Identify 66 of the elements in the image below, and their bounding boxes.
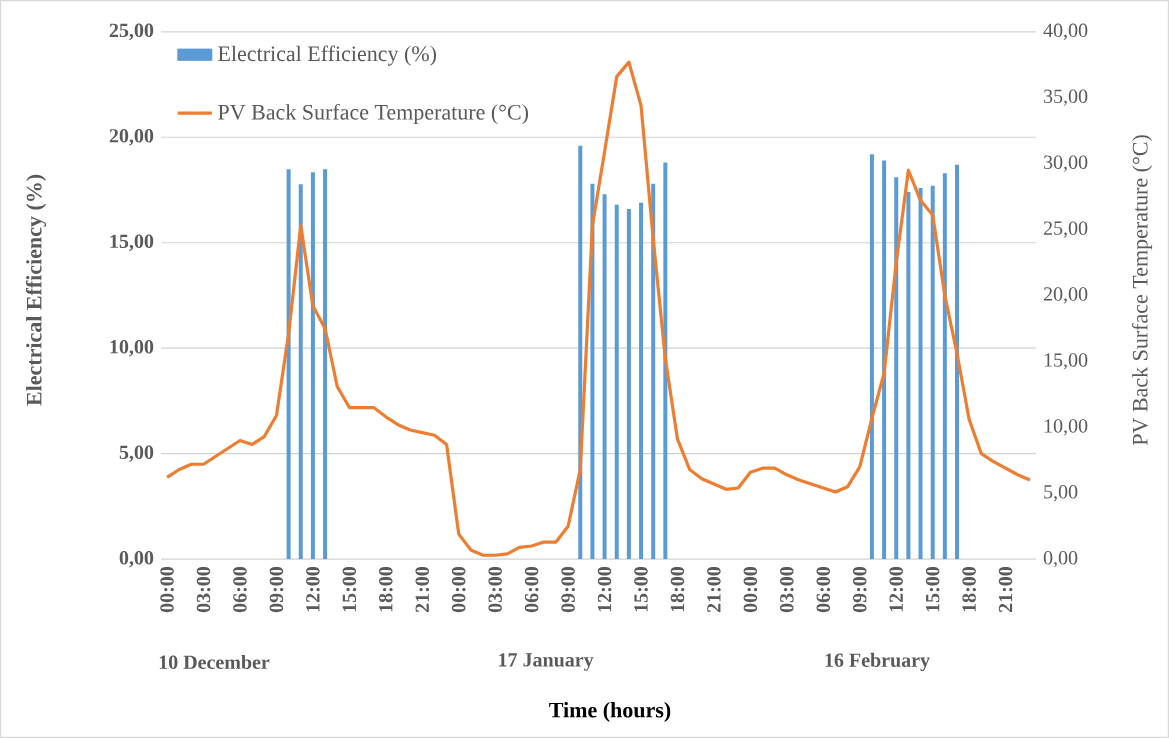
x-tick-label: 15:00	[925, 567, 940, 612]
y2-axis-title: PV Back Surface Temperature (°C)	[1131, 135, 1153, 446]
y2-tick-label: 15,00	[1044, 353, 1088, 370]
bar	[869, 154, 874, 560]
bar	[906, 192, 911, 560]
x-tick-label: 06:00	[524, 567, 539, 613]
bar	[639, 202, 644, 560]
x-tick-label: 21:00	[998, 567, 1013, 613]
x-tick-label: 00:00	[743, 567, 758, 613]
bar	[663, 162, 668, 560]
x-tick-label: 00:00	[160, 567, 174, 613]
bar	[930, 185, 935, 560]
y-tick-label: 25,00	[109, 23, 154, 40]
x-tick-label: 09:00	[852, 567, 867, 613]
bar	[626, 209, 631, 560]
y2-tick-label: 5,00	[1044, 485, 1078, 502]
text: 16 February	[825, 652, 930, 672]
x-tick-label: 18:00	[670, 567, 685, 612]
y-tick-label: 15,00	[110, 234, 154, 251]
y-tick-label: 0,00	[119, 550, 154, 568]
x-tick-label: 03:00	[780, 567, 794, 613]
bar	[882, 160, 887, 560]
x-tick-label: 03:00	[196, 567, 211, 613]
y-tick-label: 20,00	[109, 129, 154, 146]
bar	[894, 177, 899, 560]
bar	[323, 169, 328, 560]
x-tick-label: 21:00	[415, 567, 430, 613]
bar	[298, 184, 303, 560]
x-tick-label: 06:00	[233, 567, 247, 613]
text: 10 December	[159, 654, 270, 670]
y2-tick-label: 40,00	[1043, 23, 1088, 40]
x-tick-label: 12:00	[597, 567, 612, 612]
x-tick-label: 12:00	[306, 567, 320, 612]
y2-tick-label: 25,00	[1043, 221, 1088, 238]
bar	[310, 172, 315, 560]
x-tick-label: 03:00	[488, 567, 502, 613]
bar	[614, 204, 619, 560]
x-tick-label: 12:00	[889, 567, 904, 612]
x-tick-label: 15:00	[634, 567, 648, 612]
bar	[918, 187, 923, 560]
bar	[942, 173, 947, 560]
x-tick-label: 18:00	[962, 567, 976, 612]
x-tick-label: 15:00	[342, 567, 357, 612]
x-tick-label: 09:00	[269, 567, 284, 613]
legend-label: Electrical Efficiency (%)	[218, 45, 437, 66]
y2-tick-label: 10,00	[1044, 419, 1088, 436]
y2-tick-label: 35,00	[1044, 89, 1088, 106]
x-axis-title: Time (hours)	[549, 702, 671, 722]
x-tick-label: 06:00	[816, 567, 831, 613]
legend-label: PV Back Surface Temperature (°C)	[218, 103, 529, 125]
x-tick-label: 18:00	[379, 567, 393, 612]
y-axis-title: Electrical Efficiency (%)	[25, 174, 47, 406]
x-tick-label: 00:00	[451, 567, 466, 613]
bar	[955, 164, 959, 560]
y2-tick-label: 20,00	[1043, 287, 1088, 304]
bar	[651, 183, 656, 560]
bar	[286, 169, 291, 560]
y2-tick-label: 0,00	[1043, 551, 1078, 568]
x-tick-label: 09:00	[561, 567, 575, 613]
y-tick-label: 5,00	[119, 445, 154, 462]
x-tick-label: 21:00	[707, 567, 721, 613]
text: 17 January	[499, 653, 594, 671]
bar	[602, 194, 607, 560]
y2-tick-label: 30,00	[1044, 155, 1088, 172]
y-tick-label: 10,00	[110, 340, 154, 357]
bar	[578, 145, 583, 560]
